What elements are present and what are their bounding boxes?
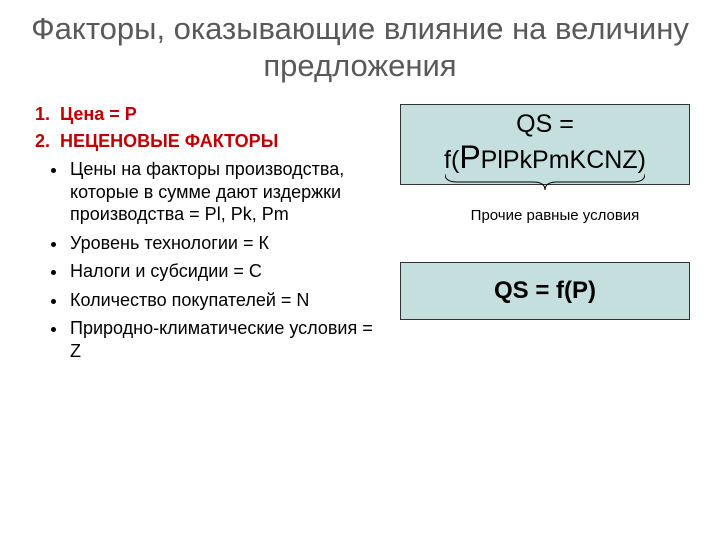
bullet-1: Цены на факторы производства, которые в …	[68, 158, 380, 226]
bullet-5: Природно-климатические условия = Z	[68, 317, 380, 362]
bullet-2: Уровень технологии = К	[68, 232, 380, 255]
slide: Факторы, оказывающие влияние на величину…	[0, 0, 720, 540]
left-column: Цена = Р НЕЦЕНОВЫЕ ФАКТОРЫ Цены на факто…	[30, 104, 380, 520]
formula-box-full: QS = f(PPlPkPmKCNZ)	[400, 104, 690, 185]
bullet-list: Цены на факторы производства, которые в …	[30, 158, 380, 362]
formula1-line1: QS =	[407, 110, 683, 139]
content-area: Цена = Р НЕЦЕНОВЫЕ ФАКТОРЫ Цены на факто…	[30, 104, 690, 520]
right-column: QS = f(PPlPkPmKCNZ) Прочие равные услови…	[400, 104, 690, 520]
formula1-pre: f(	[444, 146, 459, 174]
formula1-big-p: P	[459, 139, 480, 175]
bullet-3: Налоги и субсидии = С	[68, 260, 380, 283]
formula1-line2: f(PPlPkPmKCNZ)	[407, 139, 683, 176]
ordered-item-1: Цена = Р	[55, 104, 380, 125]
bullet-4: Количество покупателей = N	[68, 289, 380, 312]
ordered-list: Цена = Р НЕЦЕНОВЫЕ ФАКТОРЫ	[30, 104, 380, 152]
formula-box-simple: QS = f(P)	[400, 262, 690, 320]
formula2-wrapper: QS = f(P)	[400, 262, 690, 320]
slide-title: Факторы, оказывающие влияние на величину…	[30, 10, 690, 84]
formula1-post: PlPkPmKCNZ)	[481, 146, 646, 174]
ordered-item-2: НЕЦЕНОВЫЕ ФАКТОРЫ	[55, 131, 380, 152]
ceteris-paribus-caption: Прочие равные условия	[420, 207, 690, 224]
